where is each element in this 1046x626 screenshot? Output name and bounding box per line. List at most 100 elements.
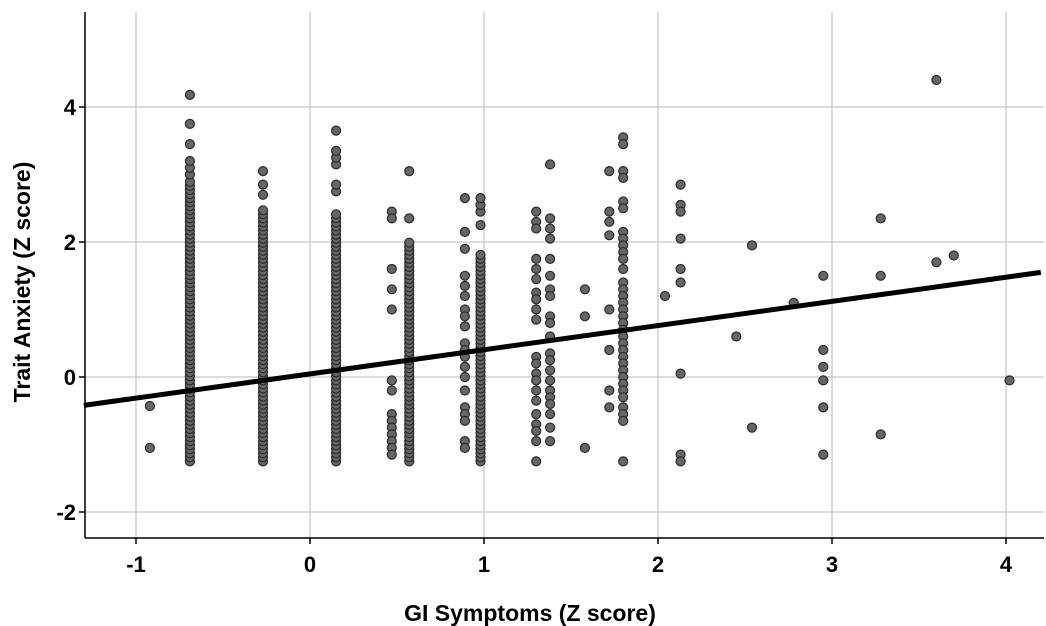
data-point [459, 311, 470, 322]
data-point [531, 436, 542, 447]
y-tick-label: -2 [56, 500, 76, 525]
data-point [675, 263, 686, 275]
x-tick-label: -1 [126, 552, 146, 577]
data-point [818, 402, 829, 413]
data-point [931, 74, 942, 86]
data-point [675, 368, 686, 379]
x-tick-label: 1 [478, 552, 490, 577]
data-point [386, 213, 397, 224]
data-point [618, 392, 629, 403]
data-point [544, 233, 556, 244]
data-point [618, 139, 629, 150]
data-point [331, 145, 342, 156]
data-point [257, 205, 269, 216]
data-point [459, 290, 470, 302]
data-point [144, 442, 155, 453]
regression-line [83, 269, 1042, 408]
data-point [818, 375, 829, 386]
x-tick-label: 3 [826, 552, 838, 577]
data-point [386, 375, 397, 386]
axes [84, 12, 1044, 539]
data-point [818, 270, 829, 281]
data-point [475, 220, 486, 231]
data-point [331, 209, 342, 220]
data-point [475, 249, 486, 260]
data-point [618, 456, 629, 467]
y-tick-label: 4 [64, 95, 77, 120]
data-point [459, 442, 470, 453]
data-point [531, 425, 542, 437]
data-point [404, 213, 415, 224]
data-point [931, 257, 942, 268]
x-tick-label: 2 [652, 552, 664, 577]
data-point [544, 365, 556, 376]
data-point [579, 442, 591, 453]
data-point [531, 294, 542, 305]
data-point [184, 89, 195, 101]
data-point [675, 206, 686, 217]
data-point [579, 311, 591, 322]
data-point [531, 375, 542, 386]
data-point [184, 139, 195, 150]
data-point [746, 422, 758, 433]
data-point [544, 398, 556, 410]
x-tick-label: 4 [1000, 552, 1013, 577]
data-point [544, 375, 556, 386]
data-point [604, 402, 615, 413]
data-point [675, 179, 686, 190]
data-point [618, 263, 629, 275]
data-point [459, 243, 470, 254]
y-tick-label: 2 [64, 230, 76, 255]
data-point [618, 253, 629, 264]
data-point [459, 415, 470, 426]
data-point [184, 155, 195, 167]
data-point [544, 270, 556, 281]
data-point [257, 179, 269, 190]
data-point [618, 172, 629, 183]
data-point [459, 226, 470, 237]
data-point [531, 395, 542, 406]
data-point [604, 166, 615, 177]
data-point [544, 317, 556, 329]
data-point [675, 277, 686, 288]
data-point [331, 179, 342, 190]
data-point [459, 385, 470, 396]
y-axis-title: Trait Anxiety (Z score) [9, 162, 35, 403]
y-tick-label: 0 [64, 365, 76, 390]
data-point [544, 159, 556, 170]
data-point [404, 166, 415, 177]
data-point [544, 223, 556, 234]
data-point [659, 290, 671, 302]
data-point [544, 290, 556, 302]
data-point [544, 436, 556, 447]
data-point [731, 331, 742, 342]
data-point [875, 270, 886, 281]
data-point [746, 240, 758, 251]
data-point [875, 429, 886, 440]
data-point [618, 203, 629, 214]
data-point [604, 344, 615, 356]
data-point [948, 250, 959, 261]
data-point [531, 263, 542, 275]
grid [85, 12, 1044, 538]
data-point [531, 385, 542, 396]
data-point [579, 284, 591, 295]
data-point [604, 385, 615, 396]
data-point [386, 449, 397, 460]
data-point [544, 253, 556, 264]
data-point [818, 361, 829, 372]
data-point [404, 237, 415, 248]
data-point [386, 263, 397, 275]
data-point [459, 371, 470, 383]
data-point [544, 213, 556, 224]
data-point [531, 274, 542, 285]
data-point [531, 206, 542, 217]
data-point [475, 193, 486, 204]
data-point [604, 206, 615, 217]
data-point [531, 409, 542, 420]
data-point [257, 166, 269, 177]
data-point [386, 304, 397, 315]
data-point [184, 118, 195, 130]
data-point [531, 456, 542, 467]
